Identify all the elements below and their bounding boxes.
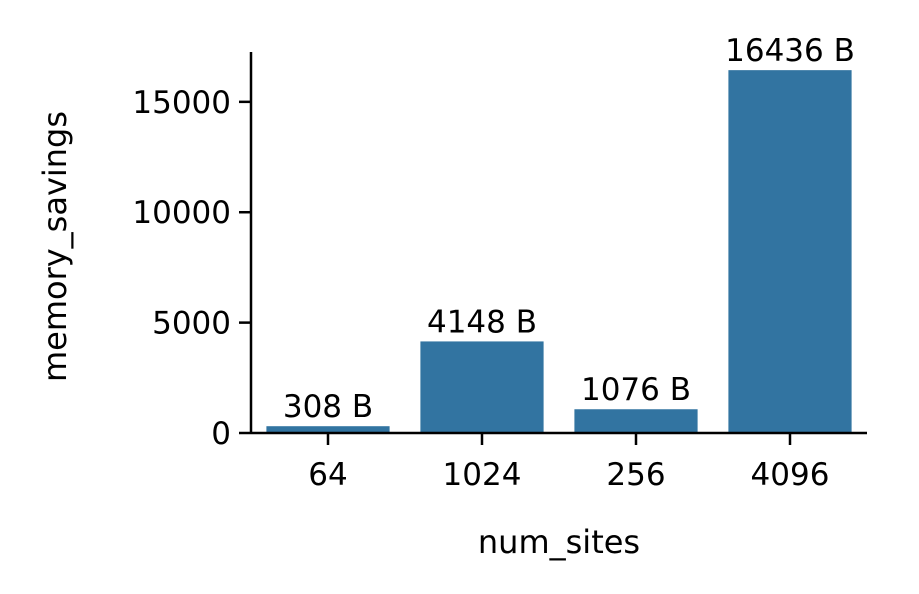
bar-256 [574, 409, 698, 433]
y-tick-label: 5000 [152, 306, 231, 342]
bar-value-label: 308 B [283, 389, 373, 425]
x-tick-label: 1024 [443, 457, 522, 493]
bar-value-label: 4148 B [427, 304, 537, 340]
y-tick-label: 0 [211, 416, 231, 452]
bars [266, 70, 852, 433]
x-axis-label: num_sites [478, 523, 640, 561]
y-axis-ticks: 0 5000 10000 15000 [132, 85, 251, 452]
x-tick-label: 64 [308, 457, 347, 493]
bar-value-label: 16436 B [725, 33, 855, 69]
x-tick-label: 4096 [751, 457, 830, 493]
x-axis-ticks: 64 1024 256 4096 [308, 433, 829, 493]
x-tick-label: 256 [606, 457, 665, 493]
y-tick-label: 15000 [132, 85, 231, 121]
y-tick-label: 10000 [132, 195, 231, 231]
y-axis-label: memory_savings [36, 111, 74, 382]
bar-64 [266, 426, 390, 433]
bar-value-label: 1076 B [581, 372, 691, 408]
bar-1024 [420, 341, 544, 433]
bar-4096 [728, 70, 852, 433]
bar-value-labels: 308 B 4148 B 1076 B 16436 B [283, 33, 855, 425]
